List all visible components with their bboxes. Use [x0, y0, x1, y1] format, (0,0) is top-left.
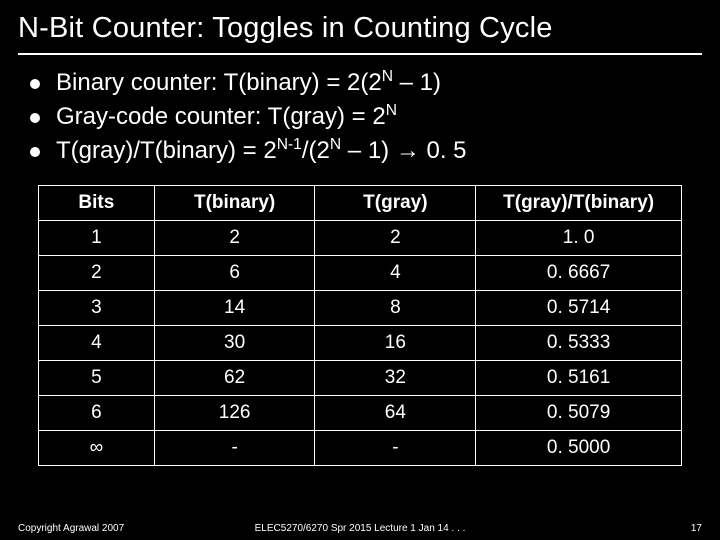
- cell: 16: [315, 326, 476, 361]
- slide-title: N-Bit Counter: Toggles in Counting Cycle: [0, 0, 720, 53]
- cell: 5: [39, 361, 155, 396]
- table-row: 4 30 16 0. 5333: [39, 326, 682, 361]
- cell: 1: [39, 221, 155, 256]
- footer-copyright: Copyright Agrawal 2007: [18, 523, 124, 534]
- cell: 0. 5079: [476, 396, 682, 431]
- bullet-text-2: Gray-code counter: T(gray) = 2N: [56, 103, 397, 131]
- cell: 30: [154, 326, 315, 361]
- cell: 0. 5161: [476, 361, 682, 396]
- table-row: 1 2 2 1. 0: [39, 221, 682, 256]
- bullet-1-sup: N: [382, 68, 393, 85]
- th-tgray: T(gray): [315, 186, 476, 221]
- cell: -: [315, 431, 476, 466]
- cell: 0. 5000: [476, 431, 682, 466]
- bullet-item-1: Binary counter: T(binary) = 2(2N – 1): [30, 69, 702, 97]
- bullet-text-3: T(gray)/T(binary) = 2N-1/(2N – 1) → 0. 5: [56, 137, 467, 165]
- cell: 14: [154, 291, 315, 326]
- bullet-1-pre: Binary counter: T(binary) = 2(2: [56, 69, 382, 96]
- cell: ∞: [39, 431, 155, 466]
- table-row: 3 14 8 0. 5714: [39, 291, 682, 326]
- bullet-dot-icon: [30, 147, 40, 157]
- cell: 2: [315, 221, 476, 256]
- toggle-table: Bits T(binary) T(gray) T(gray)/T(binary)…: [38, 185, 682, 466]
- cell: 6: [154, 256, 315, 291]
- footer: Copyright Agrawal 2007 ELEC5270/6270 Spr…: [0, 523, 720, 534]
- bullet-2-sup: N: [386, 102, 397, 119]
- bullet-3-sup2: N: [330, 136, 341, 153]
- cell: 1. 0: [476, 221, 682, 256]
- cell: 0. 5333: [476, 326, 682, 361]
- table-row: 2 6 4 0. 6667: [39, 256, 682, 291]
- cell: 126: [154, 396, 315, 431]
- cell: 8: [315, 291, 476, 326]
- bullet-3-sup1: N-1: [277, 136, 302, 153]
- table-header-row: Bits T(binary) T(gray) T(gray)/T(binary): [39, 186, 682, 221]
- bullet-item-3: T(gray)/T(binary) = 2N-1/(2N – 1) → 0. 5: [30, 137, 702, 165]
- th-bits: Bits: [39, 186, 155, 221]
- bullet-dot-icon: [30, 113, 40, 123]
- cell: 0. 5714: [476, 291, 682, 326]
- cell: 3: [39, 291, 155, 326]
- cell: 6: [39, 396, 155, 431]
- title-underline: [18, 53, 702, 55]
- th-tbinary: T(binary): [154, 186, 315, 221]
- th-ratio: T(gray)/T(binary): [476, 186, 682, 221]
- cell: 0. 6667: [476, 256, 682, 291]
- cell: 2: [39, 256, 155, 291]
- bullet-dot-icon: [30, 79, 40, 89]
- cell: 62: [154, 361, 315, 396]
- bullet-list: Binary counter: T(binary) = 2(2N – 1) Gr…: [0, 69, 720, 165]
- cell: 2: [154, 221, 315, 256]
- cell: 32: [315, 361, 476, 396]
- table-row: ∞ - - 0. 5000: [39, 431, 682, 466]
- cell: -: [154, 431, 315, 466]
- table-body: 1 2 2 1. 0 2 6 4 0. 6667 3 14 8 0. 5714: [39, 221, 682, 466]
- bullet-text-1: Binary counter: T(binary) = 2(2N – 1): [56, 69, 441, 97]
- table-row: 6 126 64 0. 5079: [39, 396, 682, 431]
- footer-page-number: 17: [691, 523, 702, 534]
- bullet-3-mid: /(2: [302, 137, 330, 164]
- bullet-3-pre: T(gray)/T(binary) = 2: [56, 137, 277, 164]
- cell: 64: [315, 396, 476, 431]
- cell: 4: [315, 256, 476, 291]
- table-row: 5 62 32 0. 5161: [39, 361, 682, 396]
- bullet-3-post: – 1) → 0. 5: [341, 137, 466, 164]
- slide: N-Bit Counter: Toggles in Counting Cycle…: [0, 0, 720, 540]
- bullet-1-post: – 1): [393, 69, 441, 96]
- cell: 4: [39, 326, 155, 361]
- table-container: Bits T(binary) T(gray) T(gray)/T(binary)…: [0, 171, 720, 466]
- bullet-2-pre: Gray-code counter: T(gray) = 2: [56, 103, 386, 130]
- bullet-item-2: Gray-code counter: T(gray) = 2N: [30, 103, 702, 131]
